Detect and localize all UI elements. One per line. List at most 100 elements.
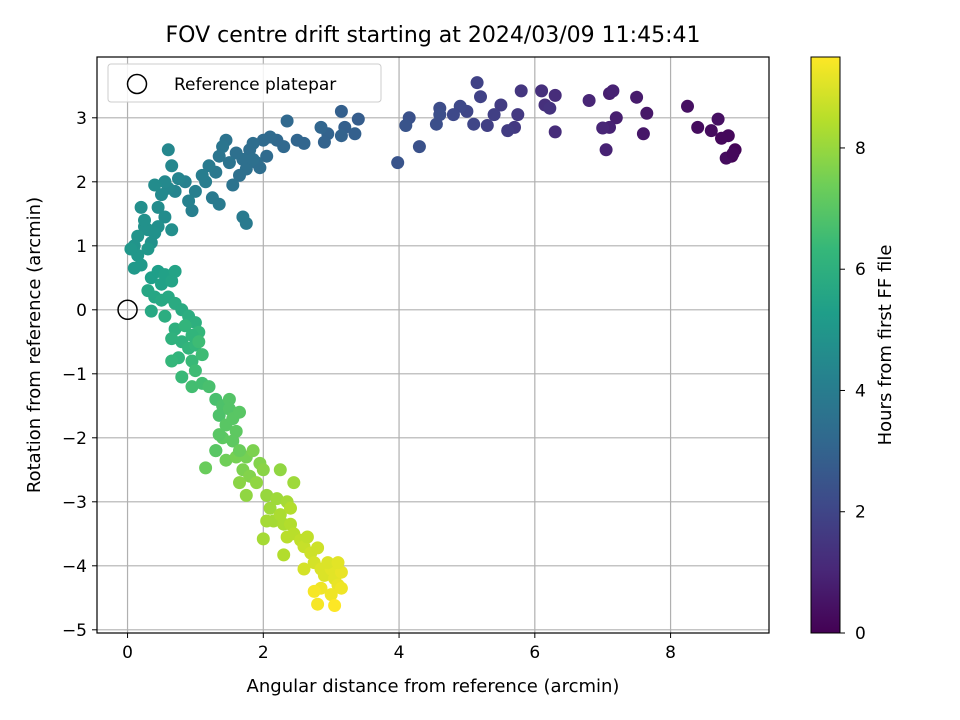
data-point <box>233 444 246 458</box>
data-point <box>172 172 185 186</box>
data-point <box>260 149 274 163</box>
data-point <box>514 84 528 98</box>
data-point <box>165 332 179 346</box>
data-point <box>178 319 192 333</box>
data-point <box>391 156 405 170</box>
data-point <box>582 94 596 107</box>
data-point <box>209 444 223 458</box>
data-point <box>273 463 287 477</box>
colorbar-ticks: 0 2 4 6 8 <box>840 139 866 644</box>
data-point <box>165 223 179 237</box>
data-point <box>199 461 213 475</box>
data-point <box>599 143 613 157</box>
data-point <box>161 143 175 157</box>
data-point <box>165 354 179 368</box>
data-point <box>470 76 484 90</box>
data-point <box>148 178 162 192</box>
x-axis-label: Angular distance from reference (arcmin) <box>247 676 620 697</box>
data-point <box>212 408 226 422</box>
data-point <box>494 98 508 112</box>
data-point <box>287 476 301 490</box>
data-point <box>233 476 246 490</box>
data-point <box>155 188 168 202</box>
data-point <box>311 597 325 611</box>
data-point <box>331 556 345 570</box>
data-point <box>636 127 650 141</box>
data-point <box>433 108 447 122</box>
data-point <box>704 124 718 138</box>
data-point <box>317 135 331 149</box>
data-point <box>263 501 277 515</box>
data-point <box>185 380 199 394</box>
data-point <box>280 114 294 128</box>
data-point <box>543 101 557 115</box>
y-tick-label: −4 <box>62 557 87 577</box>
data-point <box>487 108 501 122</box>
data-point <box>195 168 209 182</box>
data-point <box>328 599 342 612</box>
data-point <box>501 124 515 138</box>
chart-title: FOV centre drift starting at 2024/03/09 … <box>166 23 701 48</box>
data-point <box>144 304 158 318</box>
y-tick-label: 2 <box>76 173 87 193</box>
data-point <box>334 104 348 118</box>
colorbar-tick-label: 0 <box>855 624 866 644</box>
data-point <box>256 133 270 147</box>
legend-box <box>107 63 382 103</box>
data-point <box>158 175 172 189</box>
colorbar: 0 2 4 6 8 Hours from first FF file <box>810 56 896 644</box>
data-point <box>630 90 644 104</box>
data-point <box>321 556 335 570</box>
colorbar-tick-label: 8 <box>855 139 866 159</box>
y-tick-label: −2 <box>62 429 87 449</box>
data-point <box>151 200 165 214</box>
data-point <box>270 492 284 506</box>
data-point <box>138 213 151 227</box>
data-point <box>127 261 141 275</box>
data-point <box>726 147 740 161</box>
data-point <box>246 444 260 458</box>
data-point <box>535 84 549 98</box>
data-points <box>124 76 742 612</box>
data-point <box>233 405 246 419</box>
y-tick-label: −5 <box>62 621 87 641</box>
data-point <box>351 112 365 126</box>
data-point <box>399 119 413 132</box>
data-point <box>212 428 226 442</box>
x-tick-label: 4 <box>394 643 405 663</box>
data-point <box>715 131 728 145</box>
legend-entry-reference: Reference platepar <box>174 75 336 95</box>
x-tick-label: 6 <box>529 643 540 663</box>
data-point <box>311 541 325 555</box>
data-point <box>168 264 182 278</box>
data-point <box>412 140 426 154</box>
data-point <box>284 501 297 515</box>
data-point <box>202 380 216 394</box>
data-point <box>239 488 253 502</box>
data-point <box>175 370 189 384</box>
data-point <box>474 90 487 104</box>
data-point <box>158 210 172 224</box>
data-point <box>158 309 172 323</box>
reference-point <box>117 299 138 321</box>
data-point <box>681 99 694 113</box>
data-point <box>277 548 291 562</box>
data-point <box>256 532 270 546</box>
data-point <box>219 453 233 467</box>
y-tick-label: 1 <box>76 237 87 257</box>
data-point <box>124 242 138 256</box>
y-axis-ticks: −5 −4 −3 −2 −1 0 1 2 3 <box>62 109 97 641</box>
legend-marker-icon <box>126 73 148 95</box>
data-point <box>711 112 725 126</box>
y-tick-label: −1 <box>62 365 87 385</box>
x-axis-ticks: 0 2 4 6 8 <box>122 633 676 663</box>
x-tick-label: 2 <box>258 643 269 663</box>
data-point <box>165 159 179 173</box>
data-point <box>297 562 311 576</box>
data-point <box>548 125 562 139</box>
data-point <box>188 184 202 198</box>
data-point <box>260 514 274 528</box>
y-axis-label: Rotation from reference (arcmin) <box>24 197 45 493</box>
y-tick-label: 0 <box>76 301 87 321</box>
data-point <box>182 194 196 208</box>
